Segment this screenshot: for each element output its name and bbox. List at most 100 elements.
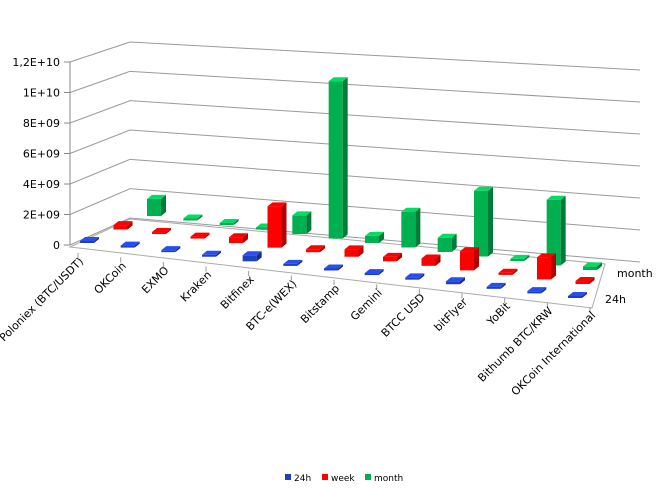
bar-month	[583, 262, 602, 270]
bar-24h	[120, 241, 140, 248]
bar-top	[202, 250, 221, 255]
bar-side	[419, 273, 425, 280]
bar-24h	[364, 269, 384, 276]
bar-side	[204, 232, 210, 239]
bar-front	[498, 272, 513, 275]
bar-week	[575, 277, 595, 284]
bar-front	[229, 237, 243, 244]
bar-week	[190, 232, 210, 239]
bar-side	[460, 277, 465, 285]
bar-side	[474, 247, 479, 271]
gridline	[69, 129, 641, 167]
bar-front	[510, 258, 525, 261]
bar-week	[383, 252, 402, 262]
y-tick-label: 4E+09	[23, 178, 60, 191]
bar-month	[365, 231, 384, 243]
bar-front	[446, 281, 460, 285]
bar-top	[537, 253, 556, 258]
bar-front	[527, 291, 542, 294]
bar-side	[197, 214, 203, 221]
bar-top	[575, 277, 595, 282]
bar-month	[328, 77, 348, 239]
bar-front	[344, 249, 359, 257]
bar-week	[537, 253, 556, 280]
x-tick-label: Bitfinex	[218, 273, 257, 312]
bar-top	[510, 254, 530, 259]
bar-side	[175, 246, 181, 253]
bar-front	[568, 296, 582, 298]
bar-side	[379, 231, 384, 243]
bar-front	[113, 225, 128, 230]
bar-top	[161, 246, 181, 251]
bar-front	[486, 286, 501, 289]
bar-side	[306, 211, 312, 234]
gridline	[69, 100, 641, 135]
bar-side	[415, 207, 421, 248]
bar-front	[401, 211, 416, 248]
x-tick-label: BTCC USD	[379, 291, 428, 340]
bar-top	[292, 211, 312, 216]
bar-month	[292, 211, 312, 234]
bar-top	[147, 194, 166, 199]
bar-side	[281, 202, 287, 248]
bar-24h	[446, 277, 465, 285]
bar-24h	[405, 273, 425, 280]
bar-side	[233, 219, 239, 225]
bar-week	[498, 268, 518, 275]
bar-top	[306, 245, 325, 250]
y-tick-label: 1E+10	[23, 87, 60, 100]
bar-top	[474, 186, 493, 191]
x-tick-label: YoBit	[484, 299, 513, 328]
bar-top	[324, 264, 343, 269]
bar-month	[147, 194, 166, 216]
bar-side	[378, 269, 384, 276]
bar-side	[94, 237, 99, 243]
bar-side	[435, 254, 441, 266]
depth-label-24h: 24h	[605, 293, 626, 306]
bar-side	[488, 186, 493, 257]
bar-side	[597, 262, 602, 270]
bar-week	[421, 254, 441, 266]
bar-week	[460, 247, 479, 271]
bar-top	[583, 262, 602, 267]
bar-front	[161, 250, 176, 253]
bar-24h	[568, 292, 587, 298]
bar-top	[405, 273, 425, 278]
legend-label-24h: 24h	[294, 474, 311, 484]
bar-side	[216, 250, 221, 257]
bar-top	[152, 228, 171, 233]
bar-front	[190, 236, 205, 239]
bar-24h	[161, 246, 181, 253]
bar-week	[267, 202, 287, 248]
bar-front	[460, 251, 474, 271]
x-tick-label: EXMO	[139, 264, 172, 297]
bar-24h	[527, 287, 547, 294]
bar-week	[113, 221, 133, 230]
bar-24h	[242, 251, 262, 262]
bar-front	[405, 277, 420, 280]
bar-front	[120, 245, 135, 248]
x-tick-label: Poloniex (BTC/USDT)	[0, 255, 86, 344]
bar-side	[582, 292, 587, 298]
bar-side	[551, 253, 556, 280]
bar-top	[120, 241, 140, 246]
bar-top	[344, 245, 364, 250]
x-tick-label: Bitstamp	[298, 282, 342, 326]
bar-front	[537, 257, 551, 280]
bar-front	[328, 81, 343, 239]
bar-24h	[324, 264, 343, 271]
bar-front	[437, 237, 452, 252]
bar-top	[383, 252, 402, 257]
gridline	[69, 70, 641, 103]
bar-top	[328, 77, 348, 82]
x-tick-label: OKCoin	[92, 259, 129, 296]
floor	[68, 218, 606, 309]
bar-side	[541, 287, 547, 294]
bar-front	[219, 223, 234, 225]
bar-front	[575, 281, 590, 284]
x-tick-label: Kraken	[178, 268, 214, 304]
x-tick-label: OKCoin International	[509, 309, 598, 398]
bar-front	[152, 232, 166, 235]
legend: 24h week month	[285, 474, 403, 484]
